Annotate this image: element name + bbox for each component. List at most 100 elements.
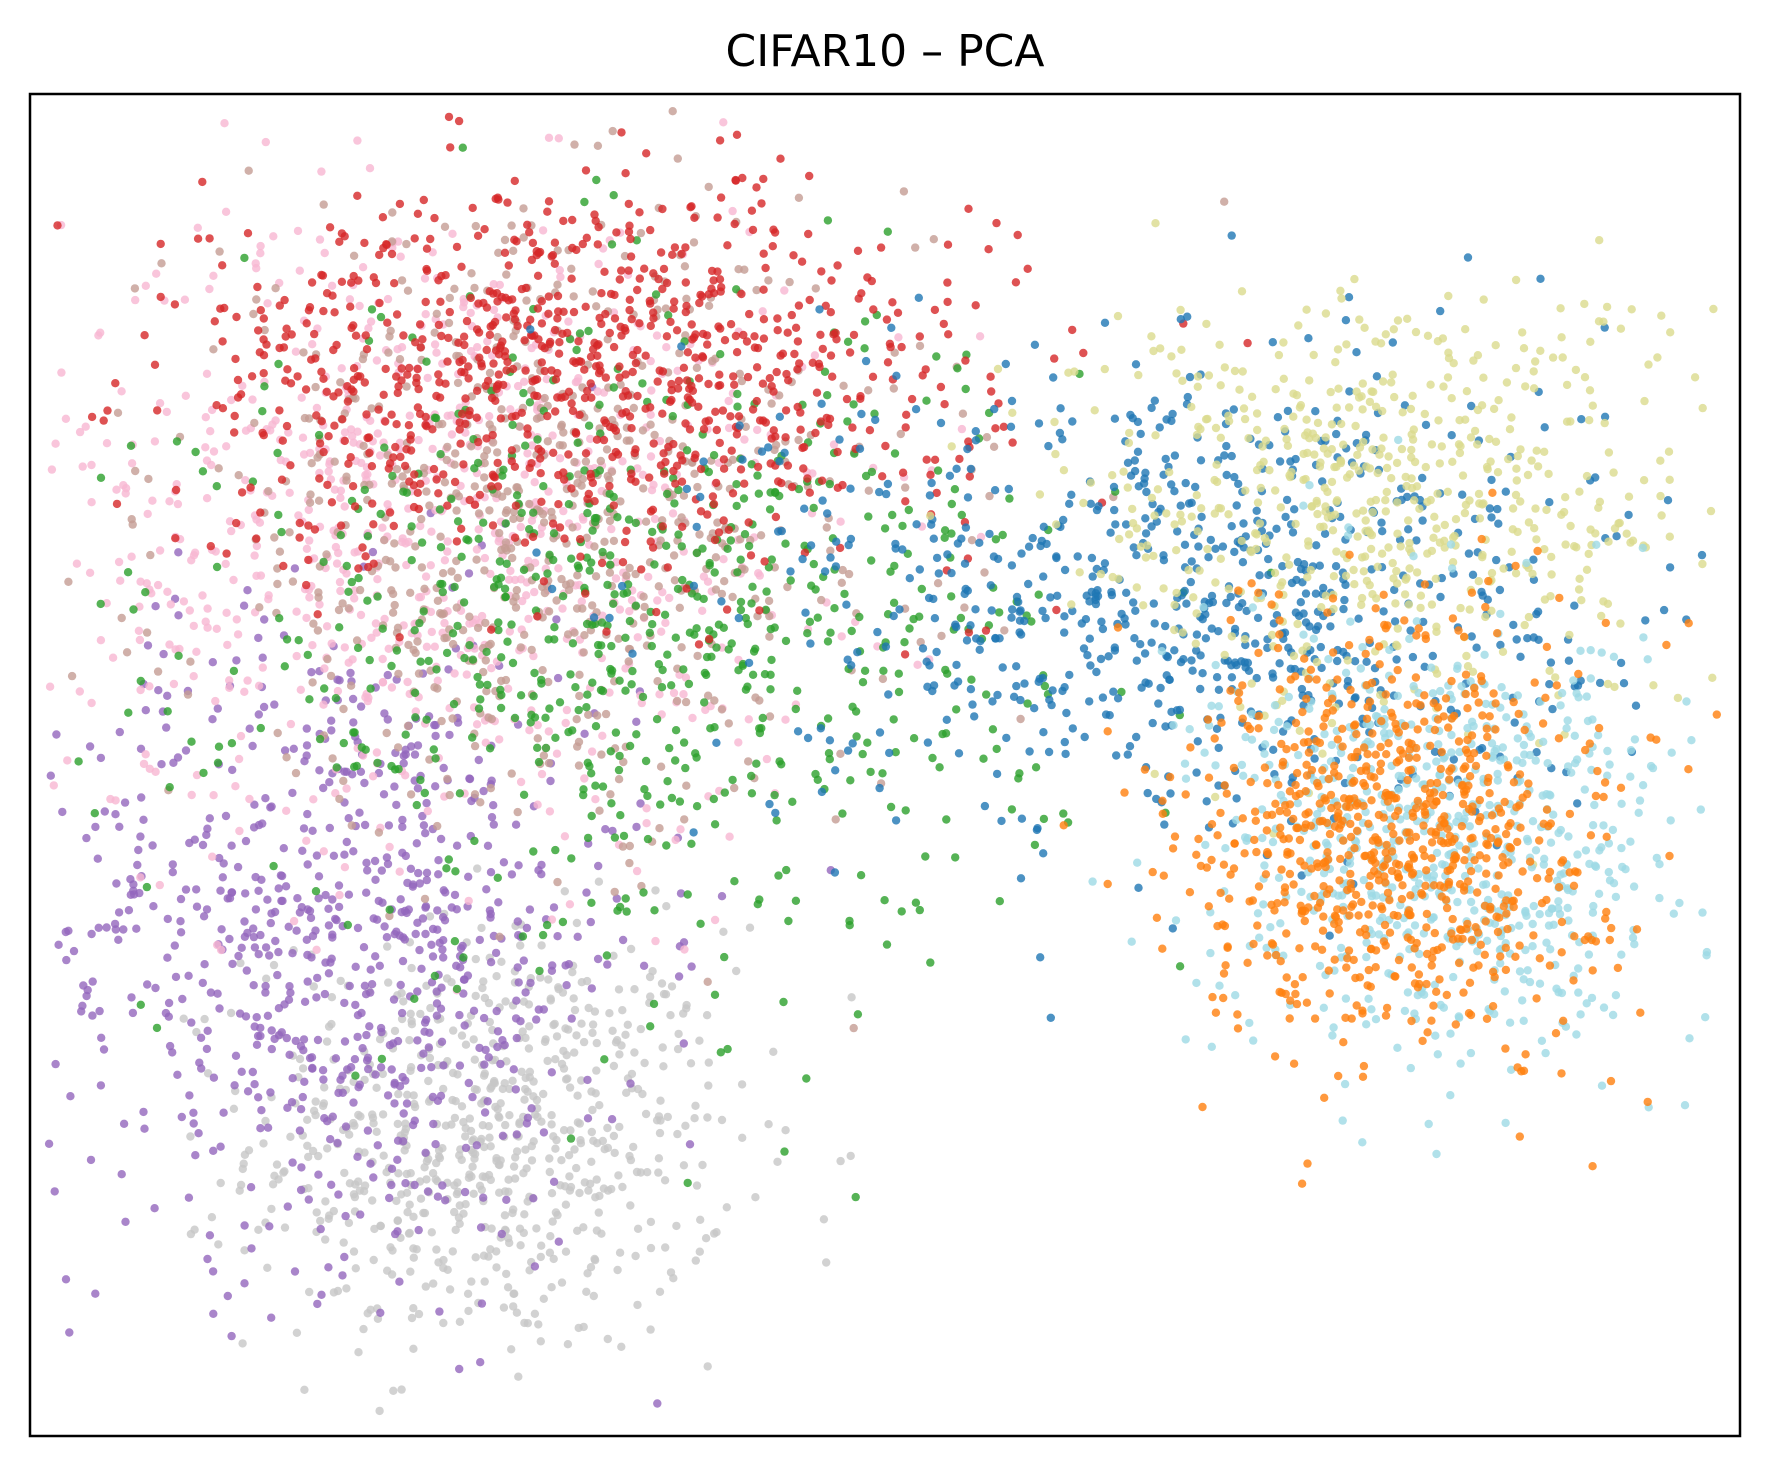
scatter-point xyxy=(396,252,405,261)
scatter-point xyxy=(589,1136,598,1146)
scatter-point xyxy=(689,238,699,247)
scatter-point xyxy=(1404,525,1413,534)
scatter-point xyxy=(346,668,355,678)
scatter-point xyxy=(895,605,904,614)
scatter-point xyxy=(967,675,976,684)
scatter-point xyxy=(336,586,345,596)
scatter-point xyxy=(266,803,275,812)
scatter-point xyxy=(462,316,472,326)
scatter-point xyxy=(749,647,759,656)
scatter-point xyxy=(432,348,441,357)
scatter-point xyxy=(627,469,636,478)
scatter-point xyxy=(640,1058,649,1068)
scatter-point xyxy=(496,1059,505,1069)
scatter-point xyxy=(636,799,645,808)
scatter-point xyxy=(510,1289,519,1298)
scatter-point xyxy=(694,374,704,383)
scatter-point xyxy=(486,639,495,649)
scatter-point xyxy=(459,989,468,998)
scatter-point xyxy=(930,455,940,464)
scatter-point xyxy=(397,1014,407,1024)
scatter-point xyxy=(646,356,655,366)
scatter-point xyxy=(566,1134,576,1143)
scatter-point xyxy=(681,763,690,773)
scatter-point xyxy=(1121,520,1131,529)
scatter-point xyxy=(352,636,362,645)
scatter-point xyxy=(50,1187,59,1196)
scatter-point xyxy=(747,771,756,781)
scatter-point xyxy=(425,501,434,510)
scatter-point xyxy=(829,440,839,449)
scatter-point xyxy=(139,1107,148,1117)
scatter-point xyxy=(1227,673,1237,682)
scatter-point xyxy=(649,269,658,278)
scatter-point xyxy=(621,1030,630,1040)
scatter-point xyxy=(715,438,724,448)
scatter-point xyxy=(970,712,979,721)
scatter-point xyxy=(474,328,484,337)
scatter-point xyxy=(509,1162,519,1171)
scatter-point xyxy=(317,167,326,176)
scatter-point xyxy=(240,1221,249,1230)
scatter-point xyxy=(237,943,246,952)
scatter-point xyxy=(1017,814,1027,823)
scatter-point xyxy=(587,811,596,821)
scatter-point xyxy=(530,1309,540,1319)
scatter-point xyxy=(579,1223,588,1232)
scatter-point xyxy=(626,944,636,954)
scatter-point xyxy=(1418,516,1427,525)
scatter-point xyxy=(185,606,194,615)
scatter-point xyxy=(572,1031,581,1040)
scatter-point xyxy=(171,645,180,654)
scatter-point xyxy=(612,228,621,237)
scatter-point xyxy=(384,348,393,357)
scatter-point xyxy=(759,174,768,184)
scatter-point xyxy=(307,278,317,287)
scatter-point xyxy=(352,761,361,771)
scatter-point xyxy=(326,671,336,681)
scatter-point xyxy=(1016,606,1025,615)
scatter-point xyxy=(679,938,689,947)
scatter-point xyxy=(527,441,537,450)
scatter-point xyxy=(141,588,150,597)
scatter-point xyxy=(512,237,521,246)
scatter-point xyxy=(570,628,579,637)
scatter-point xyxy=(530,391,539,400)
scatter-point xyxy=(802,1074,811,1083)
scatter-point xyxy=(538,666,547,675)
scatter-point xyxy=(538,226,548,235)
scatter-point xyxy=(477,1299,487,1308)
scatter-point xyxy=(660,1176,670,1185)
scatter-point xyxy=(534,335,543,344)
scatter-point xyxy=(87,698,96,708)
scatter-point xyxy=(445,293,454,303)
scatter-point xyxy=(124,708,133,717)
scatter-point xyxy=(390,279,399,288)
scatter-point xyxy=(391,563,400,572)
scatter-point xyxy=(64,577,73,586)
scatter-point xyxy=(815,305,824,314)
scatter-point xyxy=(669,688,679,698)
scatter-point xyxy=(681,1121,690,1131)
scatter-point xyxy=(359,441,368,451)
scatter-point xyxy=(364,1064,373,1074)
scatter-point xyxy=(544,635,553,644)
scatter-point xyxy=(736,605,746,615)
scatter-point xyxy=(1206,535,1216,545)
scatter-point xyxy=(1155,423,1164,432)
scatter-point xyxy=(871,415,880,425)
scatter-point xyxy=(363,1126,373,1135)
scatter-point xyxy=(565,1083,575,1092)
scatter-point xyxy=(298,433,308,442)
scatter-point xyxy=(440,478,450,487)
scatter-point xyxy=(676,889,686,898)
scatter-point xyxy=(421,903,430,912)
scatter-point xyxy=(431,782,440,791)
scatter-point xyxy=(709,276,718,285)
scatter-point xyxy=(1536,274,1545,283)
scatter-point xyxy=(191,1151,200,1160)
scatter-point xyxy=(520,630,529,639)
scatter-point xyxy=(1017,549,1026,558)
scatter-point xyxy=(572,604,582,613)
scatter-point xyxy=(501,592,510,602)
